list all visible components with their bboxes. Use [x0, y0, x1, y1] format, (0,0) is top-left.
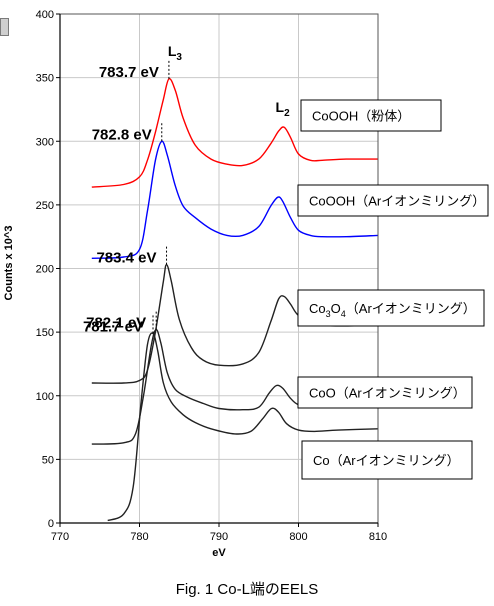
legend-label-part: O	[331, 301, 341, 316]
x-axis-title: eV	[212, 547, 226, 559]
edge-label-l3-subscript: 3	[176, 52, 182, 63]
y-tick-label: 0	[48, 518, 54, 530]
series-line-2	[91, 140, 379, 259]
x-tick-label: 800	[289, 531, 307, 543]
legend-box-label: Co（Arイオンミリング）	[313, 453, 460, 468]
y-tick-label: 50	[42, 454, 54, 466]
legend-label-part: 4	[341, 309, 346, 319]
peak-energy-label: 782.8 eV	[92, 126, 152, 143]
y-tick-label: 150	[36, 327, 54, 339]
legend-box-frame	[301, 440, 473, 480]
peak-energy-label: 781.7 eV	[83, 318, 143, 335]
figure-caption: Fig. 1 Co-L端のEELS	[175, 581, 319, 598]
legend-box-1: CoOOH（粉体）	[300, 99, 442, 132]
y-tick-label: 100	[36, 391, 54, 403]
series-line-4	[91, 328, 379, 445]
legend-box-frame	[297, 184, 489, 217]
peak-energy-label: 783.7 eV	[99, 64, 159, 81]
legend-box-4: CoO（Arイオンミリング）	[297, 376, 473, 409]
legend-box-label: CoO（Arイオンミリング）	[309, 386, 466, 401]
legend-box-label: CoOOH（Arイオンミリング）	[309, 194, 485, 209]
x-tick-label: 770	[51, 531, 69, 543]
x-tick-label: 810	[369, 531, 387, 543]
legend-box-frame	[297, 376, 473, 409]
legend-box-3: Co3O4（Arイオンミリング）	[297, 289, 485, 327]
legend-box-frame	[297, 289, 485, 327]
legend-box-2: CoOOH（Arイオンミリング）	[297, 184, 489, 217]
peak-energy-label: 783.4 eV	[96, 250, 156, 267]
x-tick-label: 790	[210, 531, 228, 543]
y-tick-label: 350	[36, 73, 54, 85]
legend-box-label: Co3O4（Arイオンミリング）	[309, 301, 476, 319]
legend-box-label: CoOOH（粉体）	[312, 109, 410, 124]
legend-box-frame	[300, 99, 442, 132]
panel-resize-handle[interactable]	[0, 18, 9, 36]
y-tick-label: 400	[36, 9, 54, 21]
y-tick-label: 200	[36, 264, 54, 276]
legend-label-part: （Arイオンミリング）	[346, 301, 476, 316]
legend-label-part: Co	[309, 301, 326, 316]
legend-box-5: Co（Arイオンミリング）	[301, 440, 473, 480]
y-axis-title: Counts x 10^3	[3, 226, 15, 301]
series-line-1	[91, 77, 379, 188]
edge-label-l2-subscript: 2	[284, 108, 290, 119]
axes: 0 50 100 150 200 250 300 350 400 770 780 790 800 810	[36, 9, 388, 543]
series-line-5	[107, 332, 379, 522]
legend-label-part: 3	[326, 309, 331, 319]
y-tick-label: 250	[36, 200, 54, 212]
y-tick-label: 300	[36, 136, 54, 148]
x-tick-label: 780	[130, 531, 148, 543]
peak-energy-label: 782.1 eV	[86, 315, 146, 332]
